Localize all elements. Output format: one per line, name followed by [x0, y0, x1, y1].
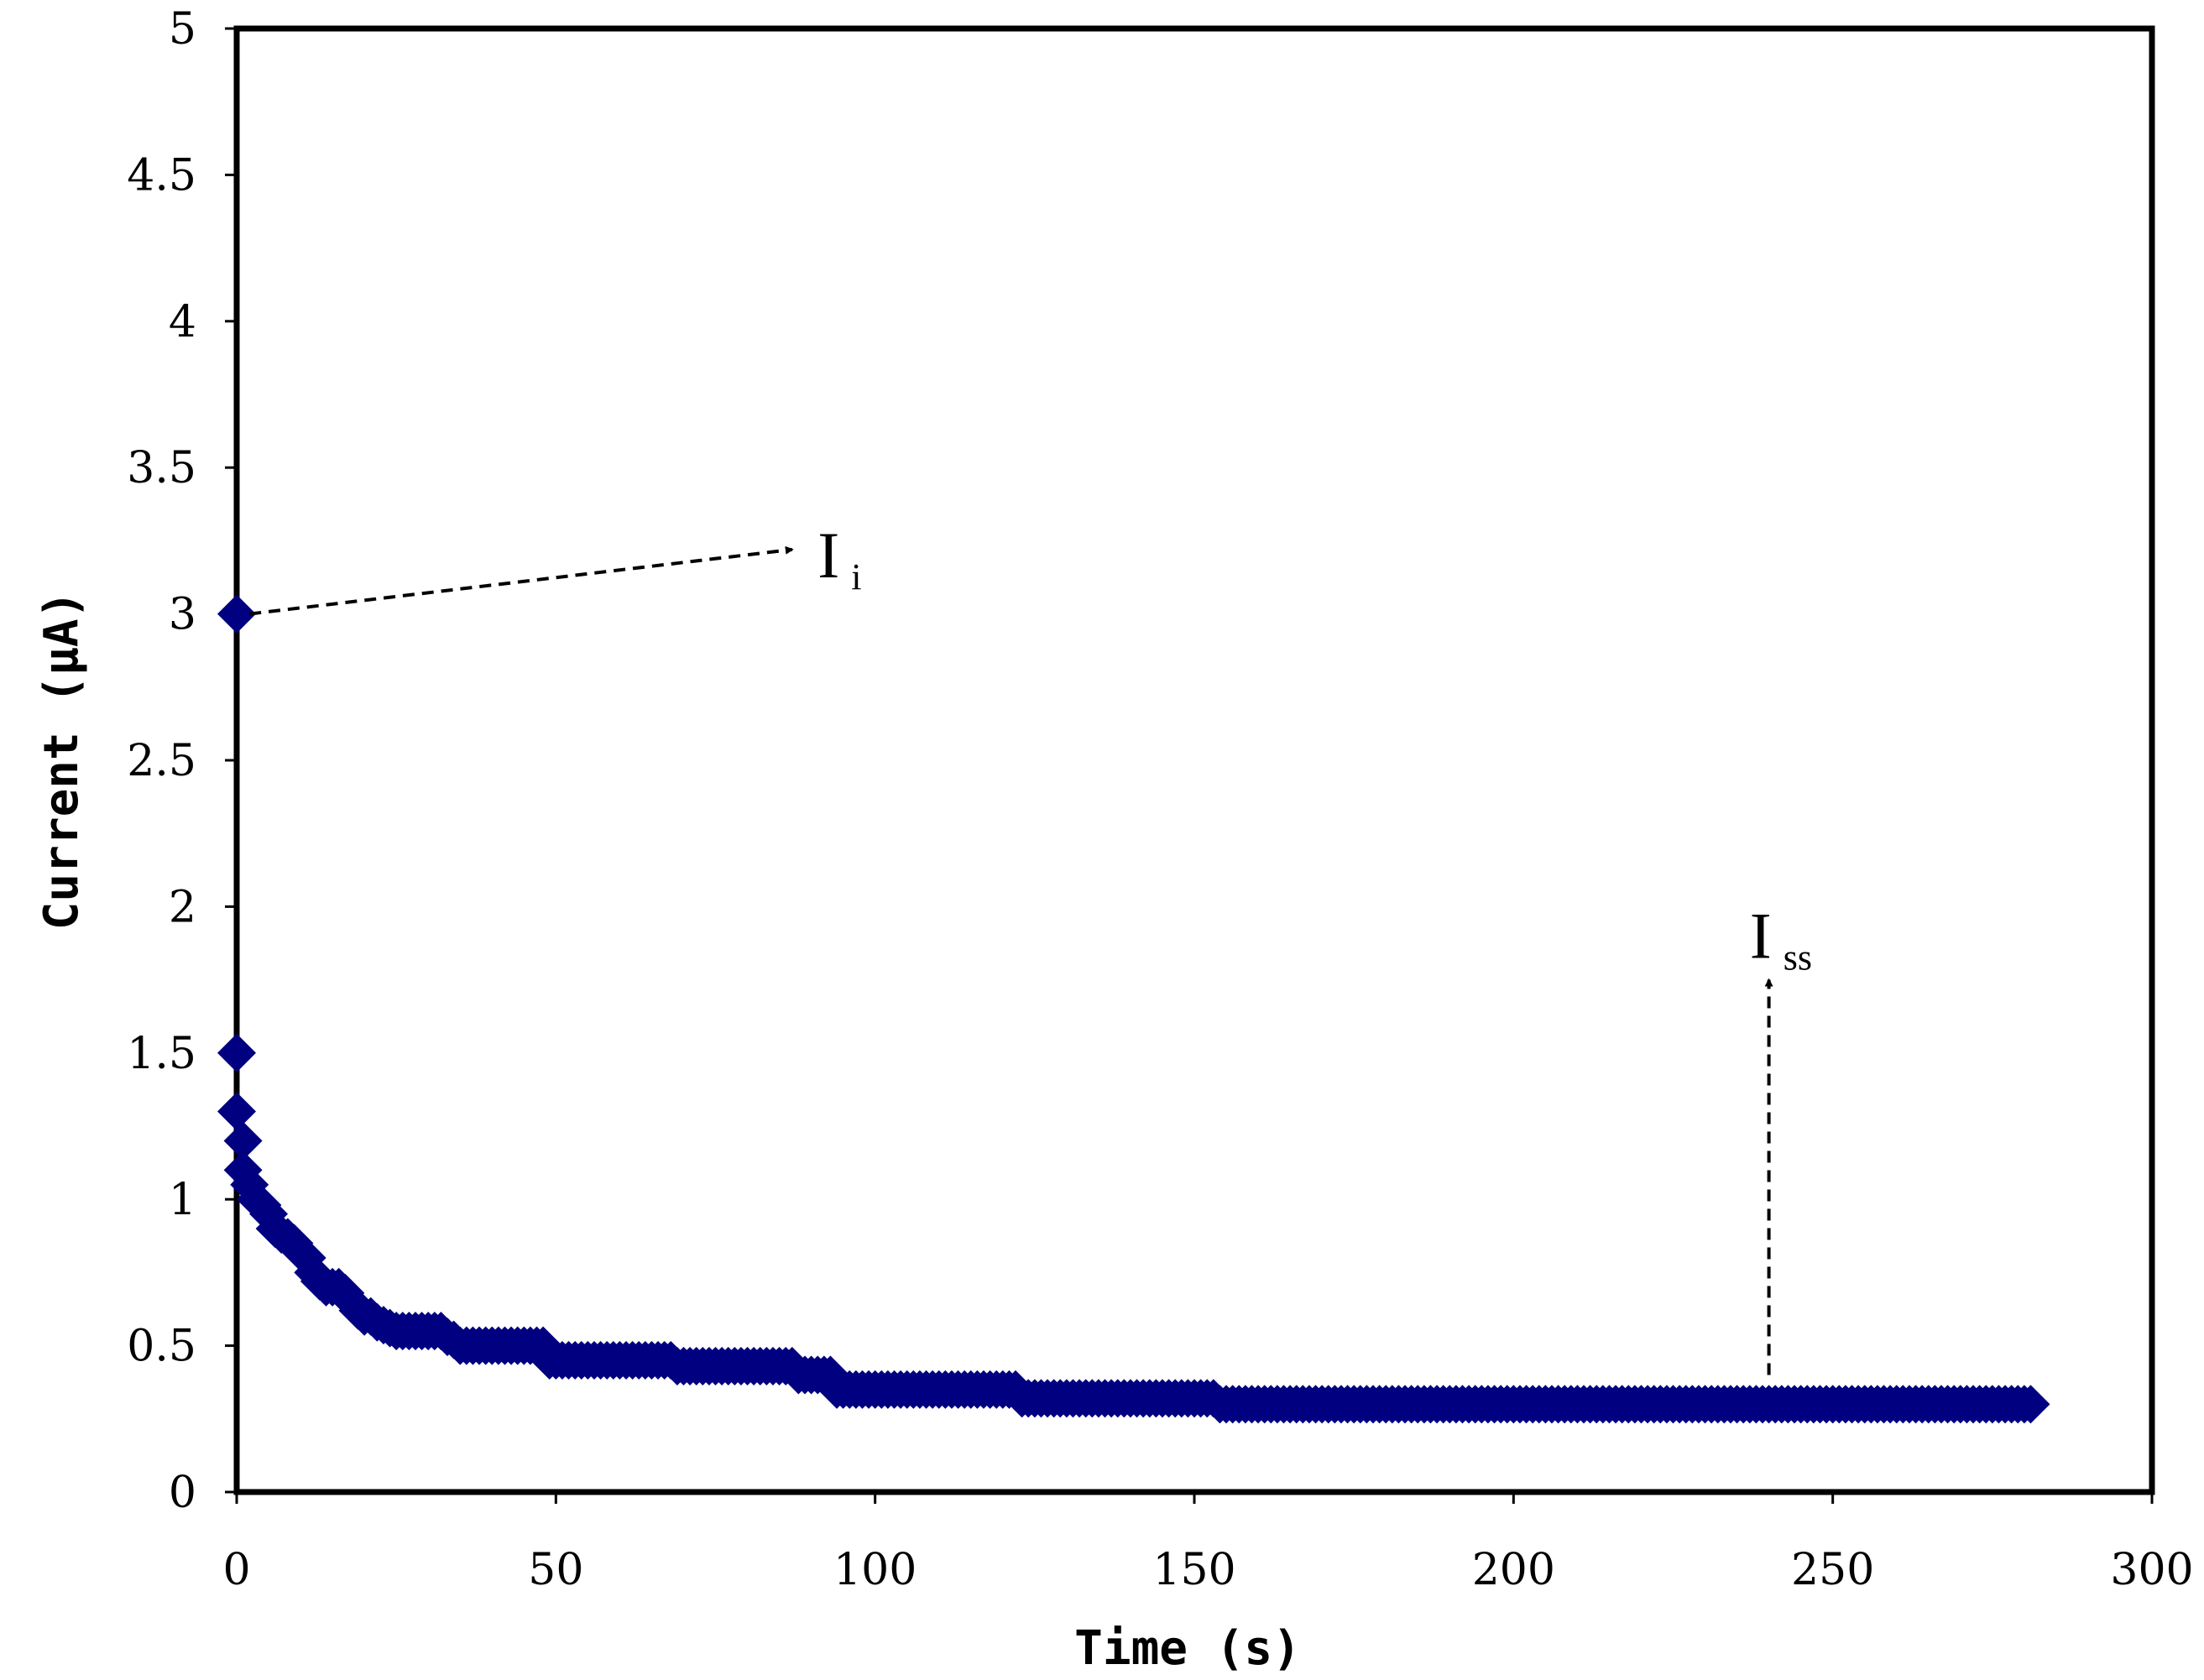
y-tick-label: 5	[169, 4, 196, 55]
y-tick-label: 0	[169, 1468, 196, 1518]
data-point	[2011, 1385, 2050, 1424]
x-tick-label: 50	[528, 1545, 583, 1595]
y-tick-label: 0.5	[127, 1322, 196, 1372]
y-tick-label: 4	[169, 297, 196, 347]
y-tick-label: 2.5	[127, 736, 196, 786]
data-point	[217, 594, 256, 634]
ticks-layer: 00.511.522.533.544.550 50 100 150 200 250 300	[127, 4, 2193, 1595]
data-points	[217, 594, 2050, 1424]
y-tick-label: 2	[169, 882, 196, 932]
x-tick-label: 150	[1152, 1545, 1235, 1595]
x-tick-label: 100	[833, 1545, 917, 1595]
annotation-subscript: ss	[1784, 937, 1812, 978]
y-axis-title: Current (μA)	[34, 591, 89, 931]
y-tick-label: 3	[169, 590, 196, 640]
annotation-arrow	[248, 545, 794, 616]
y-tick-label: 1	[169, 1175, 196, 1225]
x-tick-label: 250	[1791, 1545, 1874, 1595]
y-tick-label: 4.5	[127, 150, 196, 201]
y-tick-label: 1.5	[127, 1029, 196, 1079]
data-point	[223, 1121, 263, 1161]
x-tick-label: 300	[2110, 1545, 2193, 1595]
annotation-subscript: i	[851, 556, 861, 597]
data-point	[217, 1033, 256, 1072]
annotation-label: I	[1750, 899, 1772, 972]
x-tick-label: 0	[222, 1545, 250, 1595]
x-tick-label: 200	[1472, 1545, 1555, 1595]
y-tick-label: 3.5	[127, 443, 196, 493]
annotation-label: I	[817, 519, 839, 592]
x-axis-title: Time (s)	[1074, 1621, 1301, 1676]
plot-area	[233, 25, 2155, 1495]
data-point	[217, 1092, 256, 1131]
